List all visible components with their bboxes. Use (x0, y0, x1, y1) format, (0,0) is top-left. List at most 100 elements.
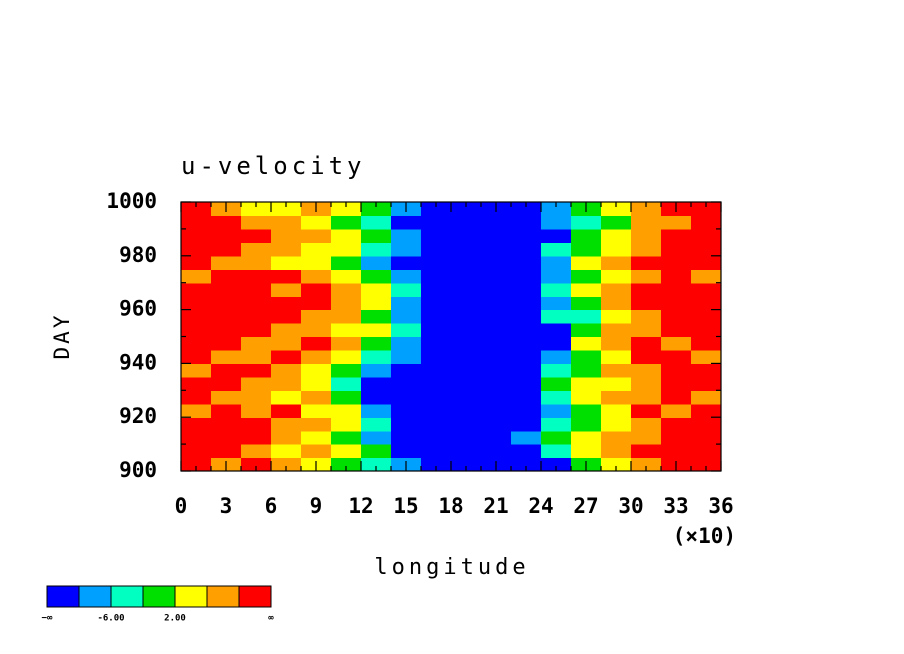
contour-cell (271, 269, 302, 284)
contour-cell (391, 323, 422, 338)
contour-cell (421, 228, 452, 243)
contour-cell (301, 242, 332, 257)
contour-cell (511, 215, 542, 230)
contour-cell (301, 444, 332, 459)
contour-cell (361, 363, 392, 378)
contour-cell (511, 323, 542, 338)
contour-cell (691, 349, 722, 364)
contour-cell (391, 390, 422, 405)
contour-cell (661, 363, 692, 378)
colorbar-swatch (78, 585, 112, 608)
contour-cell (451, 444, 482, 459)
contour-cell (241, 242, 272, 257)
contour-cell (421, 444, 452, 459)
contour-cell (331, 444, 362, 459)
contour-cell (601, 282, 632, 297)
contour-cell (481, 323, 512, 338)
contour-cell (181, 430, 212, 445)
contour-cell (361, 430, 392, 445)
contour-cell (571, 215, 602, 230)
contour-cell (541, 349, 572, 364)
contour-cell (571, 269, 602, 284)
contour-cell (361, 323, 392, 338)
contour-cell (511, 282, 542, 297)
contour-cell (451, 215, 482, 230)
contour-cell (481, 349, 512, 364)
contour-cell (331, 242, 362, 257)
contour-cell (661, 215, 692, 230)
contour-cell (391, 444, 422, 459)
contour-cell (391, 363, 422, 378)
x-multiplier: (×10) (673, 524, 736, 548)
contour-cell (601, 390, 632, 405)
contour-cell (571, 403, 602, 418)
contour-cell (181, 309, 212, 324)
contour-cell (301, 336, 332, 351)
contour-cell (451, 457, 482, 472)
contour-cell (391, 296, 422, 311)
contour-cell (601, 202, 632, 217)
contour-cell (211, 269, 242, 284)
contour-cell (271, 255, 302, 270)
contour-cell (691, 336, 722, 351)
contour-cell (421, 255, 452, 270)
contour-cell (481, 309, 512, 324)
contour-cell (301, 296, 332, 311)
contour-cell (451, 336, 482, 351)
contour-cell (511, 242, 542, 257)
contour-cell (451, 255, 482, 270)
contour-cell (481, 242, 512, 257)
contour-cell (211, 417, 242, 432)
contour-cell (451, 202, 482, 217)
contour-cell (691, 309, 722, 324)
contour-cell (181, 282, 212, 297)
contour-cell (451, 282, 482, 297)
contour-cell (661, 390, 692, 405)
contour-cell (541, 296, 572, 311)
contour-cell (691, 457, 722, 472)
contour-cell (211, 349, 242, 364)
contour-cell (451, 430, 482, 445)
contour-cell (481, 255, 512, 270)
contour-cell (331, 202, 362, 217)
contour-cell (661, 282, 692, 297)
contour-cell (661, 323, 692, 338)
contour-cell (451, 242, 482, 257)
contour-cell (481, 376, 512, 391)
contour-cell (601, 403, 632, 418)
contour-cell (181, 457, 212, 472)
colorbar-label: −∞ (42, 614, 53, 624)
contour-cell (301, 269, 332, 284)
contour-cell (631, 363, 662, 378)
contour-cell (541, 376, 572, 391)
contour-cell (361, 444, 392, 459)
contour-cell (511, 444, 542, 459)
contour-cell (211, 430, 242, 445)
contour-cell (391, 309, 422, 324)
contour-cell (601, 363, 632, 378)
contour-cell (331, 336, 362, 351)
contour-cell (211, 228, 242, 243)
contour-cell (661, 403, 692, 418)
colorbar-swatch (174, 585, 208, 608)
contour-cell (181, 444, 212, 459)
contour-cell (511, 349, 542, 364)
contour-cell (481, 228, 512, 243)
contour-cell (421, 309, 452, 324)
contour-cell (181, 296, 212, 311)
contour-cell (241, 457, 272, 472)
contour-cell (631, 457, 662, 472)
contour-cell (361, 228, 392, 243)
contour-cell (211, 403, 242, 418)
contour-cell (631, 376, 662, 391)
contour-cell (541, 403, 572, 418)
x-tick-label: 21 (483, 494, 508, 518)
contour-cell (481, 215, 512, 230)
contour-cell (271, 363, 302, 378)
contour-cell (301, 417, 332, 432)
contour-cell (301, 323, 332, 338)
contour-cell (241, 255, 272, 270)
contour-cell (241, 444, 272, 459)
contour-cell (181, 403, 212, 418)
contour-cell (271, 417, 302, 432)
